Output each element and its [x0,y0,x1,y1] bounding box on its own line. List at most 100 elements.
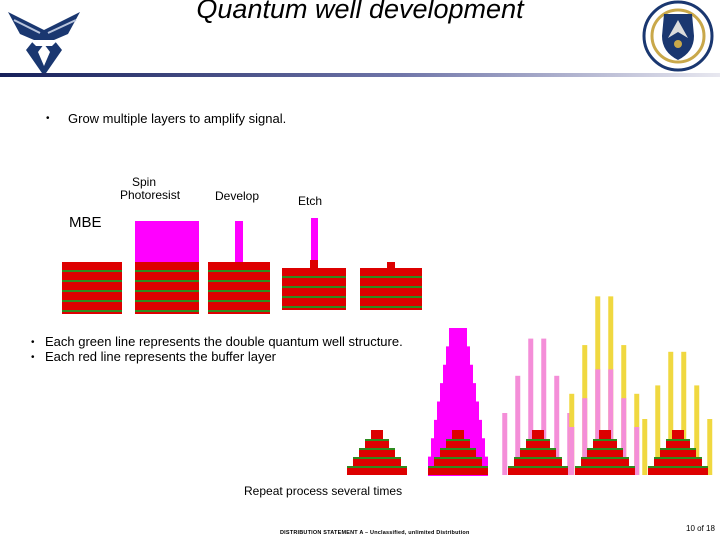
etched-mesa [310,260,318,268]
pyramid-5-qw-line [654,457,702,459]
label-spin-line2: Photoresist [120,188,181,202]
label-etch: Etch [297,194,322,208]
page-title: Quantum well development [196,0,524,24]
etch-stack-2 [360,268,422,310]
resist-columns-5-post [681,351,687,475]
develop-stack-qw-line [208,280,270,282]
etch-stack-qw-line [282,286,346,288]
resist-step [434,419,482,440]
resist-columns-5-post [661,368,667,475]
resist-columns-3-post [508,394,514,475]
pyramid-3-tier [514,457,562,466]
resist-columns-4b-post [627,412,633,475]
photoresist-pillar [235,221,243,262]
pyramid-3-tier [520,448,556,457]
resist-columns-3-post [534,320,540,475]
pyramid-3-tier [532,430,544,439]
pyramid-2-qw-line [440,448,476,450]
resist-step [446,346,470,366]
resist-columns-4b-post [575,412,581,475]
pyramid-1-tier [353,457,401,466]
pyramid-3-qw-line [526,439,550,441]
mbe-stack [62,262,122,314]
label-mbe: MBE [69,214,102,231]
pyramid-4-qw-line [587,448,623,450]
etch-stack [282,268,346,310]
etch-stack-qw-line [282,276,346,278]
pyramid-4-qw-line [593,439,617,441]
develop-stack-qw-line [208,270,270,272]
mbe-stack-qw-line [62,300,122,302]
pyramid-4-qw-line [581,457,629,459]
resist-columns-5-post [694,385,700,475]
pyramid-3-qw-line [508,466,568,468]
pyramid-2-tier [440,448,476,457]
spin-stack-qw-line [135,290,199,292]
resist-columns-4b-post [595,369,601,475]
pyramid-2-qw-line [446,439,470,441]
pyramid-1-tier [359,448,395,457]
pyramid-1-qw-line [359,448,395,450]
resist-columns-5-post [642,419,648,475]
resist-columns-3-post [521,357,527,475]
pyramid-5-tier [672,430,684,439]
label-spin: Spin Photoresist [120,176,181,202]
photoresist-layer [135,221,199,262]
etch-stack-qw-line [282,306,346,308]
resist-columns-5-post [700,402,706,475]
resist-columns-4b-post [621,398,627,475]
bullet-marker: • [31,337,35,348]
bullet-marker: • [31,352,35,363]
mbe-stack-qw-line [62,280,122,282]
pyramid-1-qw-line [365,439,389,441]
spin-stack [135,262,199,314]
resist-columns-3-post [554,375,560,475]
resist-columns-4b-post [634,427,640,475]
pyramid-5-tier [660,448,696,457]
pyramid-2-qw-line [434,457,482,459]
resist-step [440,383,476,403]
resist-columns-5-post [687,368,693,475]
resist-columns-3-post [502,413,508,475]
develop-stack [208,262,270,314]
pyramid-2-qw-line [428,466,488,468]
pyramid-3-qw-line [514,457,562,459]
resist-columns-4b-post [614,383,620,475]
air-force-logo-icon [8,12,80,76]
resist-columns-4b-post [569,427,575,475]
resist-columns-5-post [707,419,713,475]
pyramid-5-tier [654,457,702,466]
page-number: 10 of 18 [686,524,715,533]
etch-stack-2-qw-line [360,306,422,308]
develop-stack-qw-line [208,310,270,312]
resist-columns-3-post [515,375,521,475]
mbe-stack-qw-line [62,290,122,292]
pyramid-4-qw-line [575,466,635,468]
resist-columns-3-post [560,394,566,475]
pyramid-1-tier [365,439,389,448]
etch-stack-2-qw-line [360,296,422,298]
resist-step [443,364,473,385]
develop-stack-qw-line [208,300,270,302]
title-rule [0,73,720,77]
spin-stack-qw-line [135,310,199,312]
pyramid-5-tier [666,439,690,448]
resist-columns-4b-post [588,383,594,475]
bullet-grow-layers: Grow multiple layers to amplify signal. [68,111,287,126]
pyramid-5-qw-line [648,466,708,468]
pyramid-3-tier [508,466,568,475]
repeat-caption: Repeat process several times [244,484,403,498]
resist-columns-3-post [547,357,553,475]
pyramid-2-tier [428,466,488,475]
pyramid-1-tier [347,466,407,475]
spin-stack-qw-line [135,300,199,302]
pyramid-2-tier [446,439,470,448]
spin-stack-qw-line [135,270,199,272]
pyramid-1-qw-line [347,466,407,468]
resist-columns-3-post [541,338,547,475]
resist-step [437,401,479,421]
mbe-stack-qw-line [62,270,122,272]
pyramid-2-tier [452,430,464,439]
afrl-shield-emblem-icon [642,0,714,72]
pyramid-4-tier [581,457,629,466]
